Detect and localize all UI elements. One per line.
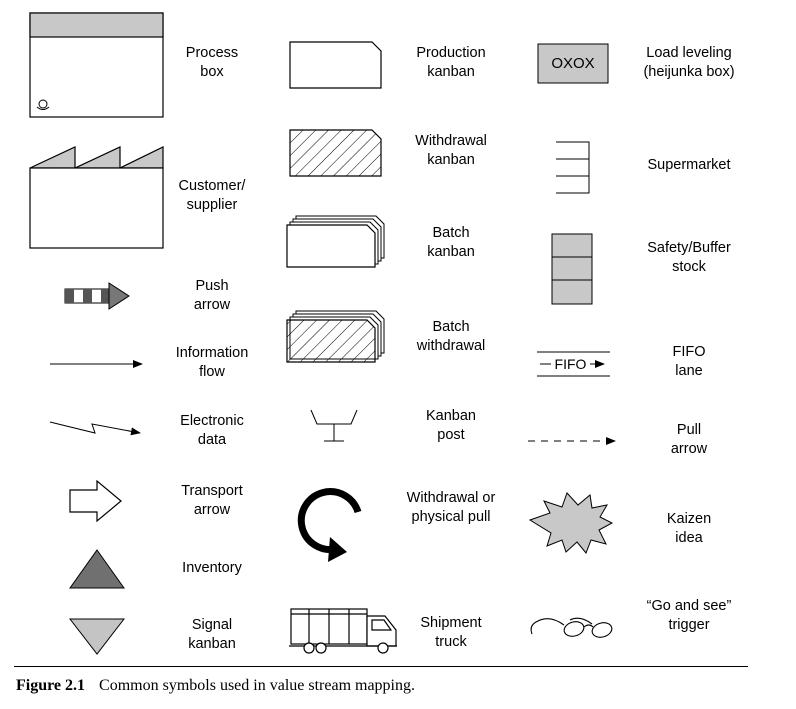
kaizen-burst-icon <box>528 492 614 554</box>
kaizen-idea-label: Kaizen idea <box>666 511 712 546</box>
load-leveling-label: Load leveling (heijunka box) <box>643 45 735 80</box>
batch-kanban-icon <box>286 215 385 268</box>
eyeglasses-icon <box>530 617 613 638</box>
supermarket-label: Supermarket <box>647 157 731 173</box>
shipment-truck-label: Shipment truck <box>420 615 482 650</box>
electronic-data-label: Electronic data <box>180 413 244 448</box>
inventory-label: Inventory <box>182 560 242 576</box>
caption-rule <box>14 666 748 667</box>
caption-text: Common symbols used in value stream mapp… <box>99 677 415 694</box>
push-arrow-label: Push arrow <box>193 278 231 313</box>
pull-arrow-label: Pull arrow <box>670 422 708 457</box>
safety-buffer-stock-label: Safety/Buffer stock <box>647 240 731 275</box>
transport-arrow-label: Transport arrow <box>181 483 243 518</box>
safety-buffer-stock-icon <box>551 233 593 305</box>
electronic-data-icon <box>49 421 141 436</box>
process-box-label: Process box <box>185 45 239 80</box>
withdrawal-physical-pull-label: Withdrawal or physical pull <box>406 490 496 525</box>
figure-caption: Figure 2.1 Common symbols used in value s… <box>16 677 415 695</box>
kanban-post-icon <box>310 409 358 442</box>
production-kanban-label: Production kanban <box>416 45 486 80</box>
customer-supplier-label: Customer/supplier <box>178 178 246 213</box>
inventory-icon <box>69 549 125 589</box>
batch-withdrawal-icon <box>286 310 385 363</box>
factory-icon <box>29 146 164 249</box>
push-arrow-icon <box>64 282 130 310</box>
information-flow-label: Information flow <box>175 345 249 380</box>
truck-icon <box>289 608 397 654</box>
signal-kanban-label: Signal kanban <box>188 617 236 652</box>
heijunka-box-text: OXOX <box>551 55 595 72</box>
fifo-lane-label: FIFO lane <box>672 344 706 379</box>
fifo-lane-icon <box>537 351 610 377</box>
go-and-see-label: “Go and see” trigger <box>646 598 732 633</box>
withdrawal-kanban-icon <box>289 129 382 177</box>
production-kanban-icon <box>289 41 382 89</box>
process-box-icon <box>29 12 164 118</box>
signal-kanban-icon <box>68 618 126 655</box>
withdrawal-kanban-label: Withdrawal kanban <box>415 133 487 168</box>
supermarket-icon <box>556 141 590 194</box>
circular-pull-arrow-icon <box>297 488 362 562</box>
heijunka-box-icon <box>537 43 609 84</box>
transport-arrow-icon <box>69 479 122 523</box>
fifo-lane-text: FIFO <box>554 356 587 372</box>
caption-label: Figure 2.1 <box>16 677 86 694</box>
kanban-post-label: Kanban post <box>426 408 476 443</box>
batch-kanban-label: Batch kanban <box>427 225 475 260</box>
batch-withdrawal-label: Batch withdrawal <box>416 319 486 354</box>
